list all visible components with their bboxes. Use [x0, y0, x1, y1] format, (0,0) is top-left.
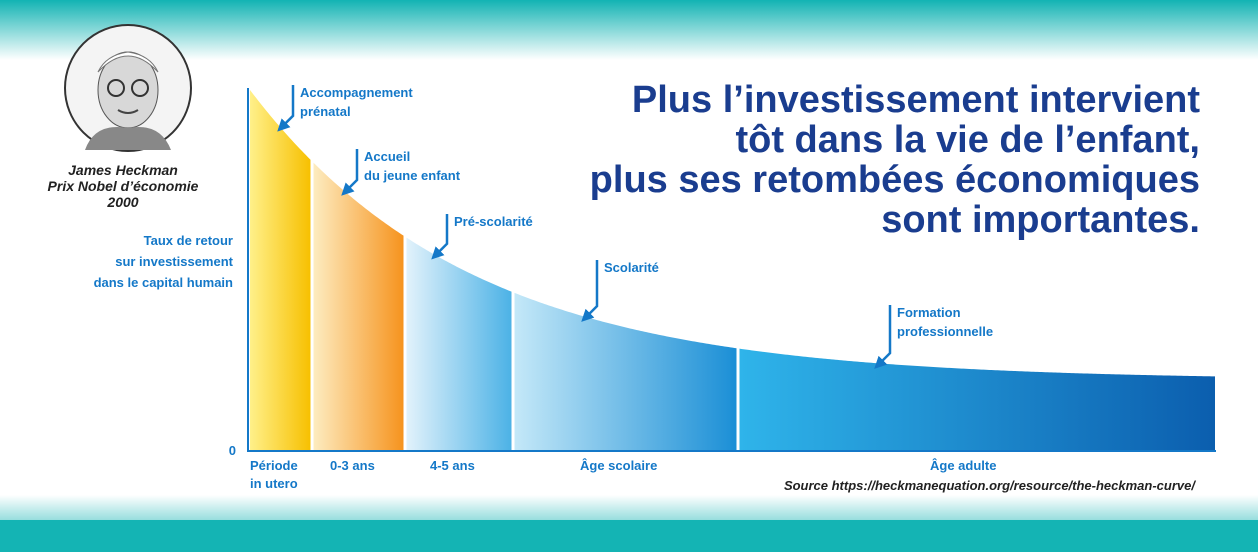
portrait-name: James Heckman [68, 162, 178, 178]
annotation-arrow [343, 149, 357, 194]
stage-annotation: Accompagnement [300, 85, 413, 100]
bottom-band-solid [0, 520, 1258, 552]
y-axis-label: dans le capital humain [94, 275, 233, 290]
stage-label: in utero [250, 476, 298, 491]
stage-annotation: du jeune enfant [364, 168, 461, 183]
stage-annotation: Formation [897, 305, 961, 320]
curve-segment [407, 238, 512, 450]
stage-annotation: professionnelle [897, 324, 993, 339]
annotation-arrow [433, 214, 447, 258]
stage-annotation: Pré-scolarité [454, 214, 533, 229]
portrait-prize: Prix Nobel d’économie [48, 178, 199, 194]
stage-label: 4-5 ans [430, 458, 475, 473]
stage-annotation: prénatal [300, 104, 351, 119]
curve-segment [250, 90, 311, 450]
zero-label: 0 [229, 443, 236, 458]
annotation-arrow [876, 305, 890, 367]
annotation-arrow [279, 85, 293, 130]
y-axis-label: sur investissement [115, 254, 233, 269]
y-axis-label: Taux de retour [144, 233, 233, 248]
curve-segment [314, 163, 404, 450]
stage-label: 0-3 ans [330, 458, 375, 473]
stage-label: Âge adulte [930, 458, 996, 473]
top-band [0, 0, 1258, 60]
portrait-year: 2000 [106, 194, 138, 210]
annotation-arrow [583, 260, 597, 320]
title-line: plus ses retombées économiques [590, 159, 1200, 201]
infographic: James Heckman Prix Nobel d’économie 2000… [0, 0, 1258, 552]
curve-segment [515, 293, 737, 450]
curve-segment [740, 349, 1216, 450]
title-line: Plus l’investissement intervient [632, 79, 1200, 121]
stage-annotation: Scolarité [604, 260, 659, 275]
stage-label: Âge scolaire [580, 458, 657, 473]
title-line: tôt dans la vie de l’enfant, [735, 119, 1200, 161]
title-line: sont importantes. [881, 199, 1200, 241]
stage-label: Période [250, 458, 298, 473]
portrait [65, 25, 191, 151]
stage-annotation: Accueil [364, 149, 410, 164]
source: Source https://heckmanequation.org/resou… [784, 478, 1196, 493]
